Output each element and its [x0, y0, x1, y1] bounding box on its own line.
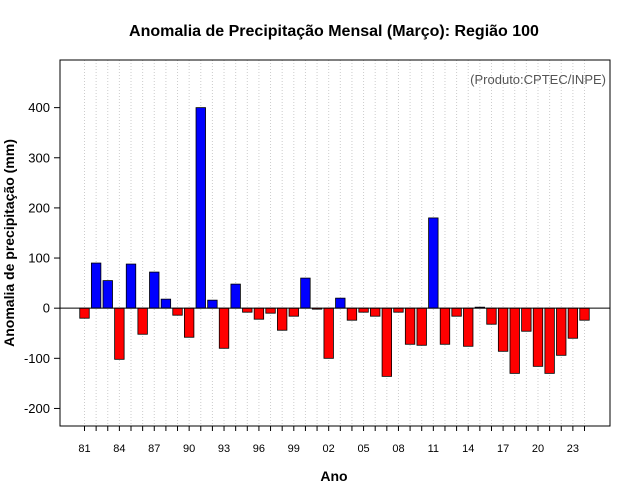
bar-2006 — [370, 307, 381, 317]
bar-1999 — [288, 307, 299, 317]
bar-2014 — [463, 307, 474, 347]
bar-1988 — [160, 298, 172, 309]
x-tick-label: 96 — [253, 443, 265, 455]
y-axis: -200 -100 0 100 200 300 400 — [24, 100, 60, 416]
y-tick-label: 100 — [28, 251, 50, 266]
bar-2009 — [404, 307, 416, 345]
y-tick-label: -100 — [24, 351, 50, 366]
bar-2024 — [579, 307, 590, 321]
bar-2005 — [358, 307, 369, 313]
x-axis-label: Ano — [320, 468, 347, 484]
bar-1985 — [125, 263, 137, 309]
product-note: (Produto:CPTEC/INPE) — [470, 72, 606, 87]
bar-1987 — [149, 271, 160, 309]
x-tick-label: 08 — [392, 443, 404, 455]
x-tick-label: 84 — [113, 443, 125, 455]
y-tick-label: 400 — [28, 100, 50, 115]
bar-2022 — [556, 307, 567, 356]
y-tick-label: -200 — [24, 401, 50, 416]
bar-1998 — [277, 307, 288, 331]
y-tick-label: 0 — [43, 301, 50, 316]
bar-2020 — [532, 307, 544, 367]
x-tick-label: 23 — [567, 443, 579, 455]
bar-2000 — [300, 277, 311, 309]
bar-1994 — [230, 283, 241, 309]
bar-1990 — [183, 307, 195, 338]
bar-1981 — [79, 307, 90, 319]
bars — [79, 107, 590, 377]
bar-1986 — [137, 307, 148, 335]
bar-1991 — [195, 107, 206, 309]
x-tick-label: 17 — [497, 443, 509, 455]
x-tick-label: 87 — [148, 443, 160, 455]
bar-1995 — [242, 307, 253, 313]
x-tick-label: 05 — [357, 443, 369, 455]
bar-2008 — [393, 307, 404, 313]
bar-2011 — [428, 217, 439, 309]
bar-1982 — [90, 262, 102, 309]
y-tick-label: 200 — [28, 200, 50, 215]
x-tick-label: 93 — [218, 443, 230, 455]
bar-2002 — [323, 307, 334, 359]
x-tick-label: 11 — [428, 443, 439, 455]
y-tick-label: 300 — [28, 150, 50, 165]
bar-2018 — [509, 307, 520, 374]
bar-2017 — [497, 307, 509, 352]
bar-1984 — [114, 307, 125, 360]
y-axis-label: Anomalia de precipitação (mm) — [1, 139, 17, 347]
grid-lines — [84, 60, 585, 426]
bar-2013 — [451, 307, 462, 317]
bar-2010 — [416, 307, 427, 346]
bar-2004 — [346, 307, 358, 321]
bar-1997 — [265, 307, 276, 314]
x-tick-label: 90 — [183, 443, 195, 455]
plot-frame — [59, 59, 611, 427]
x-axis: 81 84 87 90 93 96 99 02 05 08 11 14 17 20 23 — [78, 426, 585, 455]
chart-title: Anomalia de Precipitação Mensal (Março):… — [129, 23, 539, 40]
bar-1983 — [102, 280, 113, 309]
bar-1996 — [253, 307, 265, 320]
x-tick-label: 81 — [78, 443, 90, 455]
bar-1989 — [172, 307, 183, 316]
x-tick-label: 20 — [532, 443, 544, 455]
bar-1992 — [207, 299, 218, 309]
bar-1993 — [218, 307, 230, 349]
bar-2003 — [335, 297, 346, 309]
bar-2021 — [544, 307, 555, 374]
bar-2007 — [381, 307, 392, 377]
bar-2012 — [439, 307, 451, 345]
x-tick-label: 02 — [323, 443, 335, 455]
bar-2019 — [521, 307, 532, 332]
x-tick-label: 99 — [288, 443, 300, 455]
x-tick-label: 14 — [462, 443, 474, 455]
bar-2023 — [567, 307, 579, 339]
bar-2016 — [486, 307, 497, 325]
